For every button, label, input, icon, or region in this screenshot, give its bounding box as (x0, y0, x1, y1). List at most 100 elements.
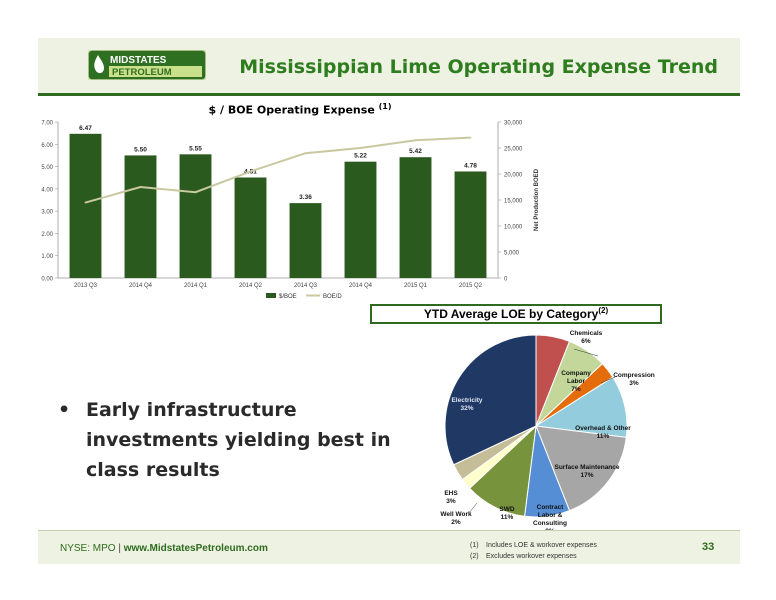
pie-chart: Chemicals6%CompanyLabor7%Compression3%Ov… (440, 330, 655, 533)
y-tick-label: 2.00 (41, 232, 53, 238)
header-rule (38, 93, 740, 96)
bar (124, 155, 157, 278)
footnote-2-num: (2) (470, 553, 479, 560)
y2-tick-label: 5,000 (504, 251, 520, 257)
y2-axis-label: Net Production BOED (534, 168, 540, 231)
y-tick-label: 5.00 (41, 165, 53, 171)
pie-label-text: Compression (613, 372, 655, 379)
line-series-boed (85, 136, 471, 204)
logo-text-top: MIDSTATES (110, 55, 167, 66)
pie-slice-electricity (444, 334, 537, 466)
footnotes: (1) Includes LOE & workover expenses (2) E… (470, 540, 597, 562)
y-tick-label: 0.00 (41, 277, 53, 283)
y2-tick-label: 15,000 (504, 199, 523, 205)
footnote-2-text: Excludes workover expenses (486, 553, 577, 560)
bar (399, 157, 432, 278)
legend-swatch-bar (266, 293, 276, 298)
x-tick-label: 2015 Q2 (459, 283, 483, 289)
footnote-1-text: Includes LOE & workover expenses (486, 542, 597, 549)
bar-data-label: 6.47 (79, 125, 92, 132)
bar-data-label: 4.78 (464, 162, 477, 169)
pie-label-text: Labor & (538, 512, 563, 519)
bullet-marker: • (58, 399, 71, 421)
bar-chart: 0.00 1.00 2.00 3.00 4.00 5.00 6.00 7.00 0 5,000 10… (41, 121, 540, 301)
line-point (359, 147, 362, 149)
x-tick-label: 2014 Q3 (294, 283, 318, 289)
x-tick-label: 2014 Q4 (349, 283, 373, 289)
leader-line-well-work (468, 502, 478, 514)
y-tick-label: 4.00 (41, 187, 53, 193)
footnote-1: (1) Includes LOE & workover expenses (470, 540, 597, 551)
bar-data-label: 5.55 (189, 145, 202, 152)
pie-chart-title: YTD Average LOE by Category(2) (370, 304, 662, 324)
pie-chart-title-text: YTD Average LOE by Category (423, 307, 599, 321)
logo-text-bottom: PETROLEUM (112, 67, 172, 78)
y2-tick-label: 0 (504, 277, 508, 283)
pie-label-pct: 11% (501, 514, 514, 521)
line-point (304, 152, 307, 155)
pie-label-pct: 3% (446, 498, 456, 505)
leader-line-chemicals (573, 348, 599, 357)
pie-chart-title-footnote: (2) (598, 306, 609, 315)
pie-slice-surface-maintenance (535, 425, 627, 512)
line-point (249, 170, 252, 173)
legend-label-line: BOE/D (323, 294, 342, 300)
pie-label-pct: 7% (571, 386, 581, 393)
bar-data-label: 5.50 (134, 146, 147, 153)
pie-label-pct: 6% (581, 338, 591, 345)
pie-label-text: Contract (537, 504, 565, 511)
pie-label-pct: 3% (629, 380, 639, 387)
y-tick-label: 1.00 (41, 254, 53, 260)
footer-band (38, 530, 740, 564)
footer-rule (38, 530, 740, 531)
pie-label-text: Surface Maintenance (554, 464, 619, 471)
bar-data-label: 3.36 (299, 194, 312, 201)
pie-label-pct: 32% (460, 405, 473, 412)
x-tick-label: 2014 Q1 (184, 283, 208, 289)
pie-label-text: Company (561, 370, 591, 377)
pie-label-text: Consulting (533, 520, 567, 527)
pie-label-text: Labor (567, 378, 586, 385)
slide-title: Mississippian Lime Operating Expense Tre… (239, 56, 718, 78)
x-tick-label: 2014 Q2 (239, 283, 263, 289)
company-logo: MIDSTATES PETROLEUM (88, 50, 206, 80)
y-tick-label: 7.00 (41, 121, 53, 127)
pie-label-pct: 17% (580, 472, 593, 479)
y2-tick-label: 10,000 (504, 225, 523, 231)
pie-label-text: Electricity (451, 397, 482, 404)
y2-tick-label: 30,000 (504, 121, 523, 127)
pie-label-text: EHS (444, 490, 458, 497)
footnote-2: (2) Excludes workover expenses (470, 551, 597, 562)
leader-line-compression (600, 376, 616, 384)
line-point (139, 186, 142, 188)
bar (454, 171, 487, 278)
bar (69, 133, 102, 278)
footer-ticker: NYSE: MPO (60, 543, 116, 554)
line-point (469, 136, 472, 139)
bar-data-label: 5.22 (354, 153, 367, 160)
bullet-point: • Early infrastructure investments yield… (58, 395, 408, 485)
bullet-text: Early infrastructure investments yieldin… (86, 399, 391, 481)
drop-icon (94, 55, 104, 74)
y2-tick-label: 25,000 (504, 147, 523, 153)
page-number: 33 (702, 541, 715, 553)
footer-ticker-url: NYSE: MPO | www.MidstatesPetroleum.com (60, 543, 268, 554)
pie-label-text: SWD (499, 506, 514, 513)
x-tick-label: 2015 Q1 (404, 283, 428, 289)
bar (234, 177, 267, 278)
footnote-1-num: (1) (470, 542, 479, 549)
line-point (194, 191, 197, 194)
y-tick-label: 3.00 (41, 210, 53, 216)
pie-label-text: Overhead & Other (575, 425, 631, 432)
y-tick-label: 6.00 (41, 143, 53, 149)
footer-url-link[interactable]: www.MidstatesPetroleum.com (123, 543, 268, 554)
bar (344, 161, 377, 278)
